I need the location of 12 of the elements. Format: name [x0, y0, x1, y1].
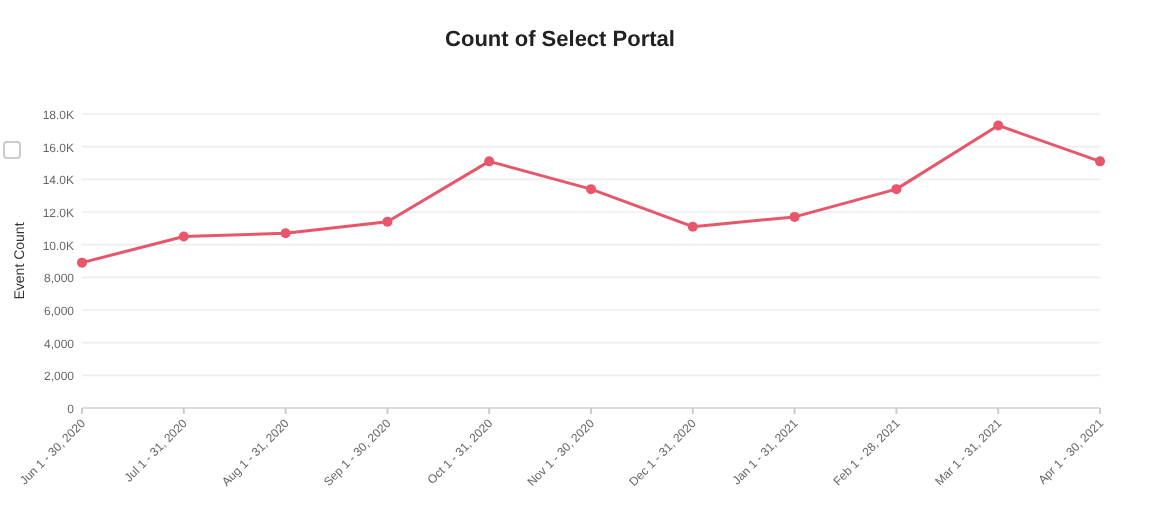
chart-title: Count of Select Portal — [445, 28, 675, 52]
point — [280, 228, 291, 239]
point — [382, 216, 393, 227]
point — [687, 221, 698, 232]
point — [1095, 156, 1105, 167]
point — [178, 231, 189, 242]
point — [77, 257, 87, 268]
point — [891, 184, 902, 195]
point — [586, 184, 596, 195]
point — [993, 120, 1004, 131]
point — [484, 156, 495, 167]
point — [789, 211, 800, 222]
